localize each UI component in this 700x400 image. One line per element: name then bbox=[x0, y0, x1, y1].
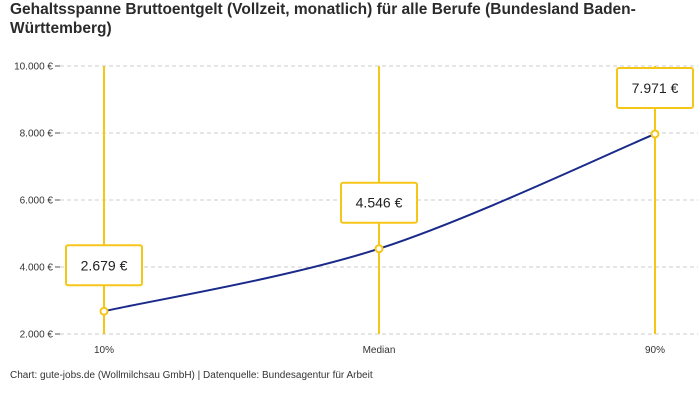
value-label: 7.971 € bbox=[632, 80, 679, 96]
data-point bbox=[99, 306, 109, 316]
x-tick-label: Median bbox=[363, 345, 396, 356]
y-tick-label: 8.000 € bbox=[20, 129, 54, 140]
chart-source-footer: Chart: gute-jobs.de (Wollmilchsau GmbH) … bbox=[10, 370, 373, 381]
y-tick-label: 10.000 € bbox=[14, 62, 53, 73]
value-callout-box bbox=[65, 244, 143, 287]
y-tick-label: 6.000 € bbox=[20, 196, 54, 207]
value-callout-box bbox=[616, 66, 694, 109]
data-point bbox=[374, 244, 384, 254]
data-point bbox=[650, 129, 660, 139]
value-label: 4.546 € bbox=[356, 195, 403, 211]
value-callout-box bbox=[340, 181, 418, 224]
chart-title: Gehaltsspanne Bruttoentgelt (Vollzeit, m… bbox=[10, 1, 636, 37]
x-tick-label: 10% bbox=[94, 345, 114, 356]
value-label: 2.679 € bbox=[81, 257, 128, 273]
y-tick-label: 4.000 € bbox=[20, 263, 54, 274]
x-tick-label: 90% bbox=[645, 345, 665, 356]
y-tick-label: 2.000 € bbox=[20, 330, 54, 341]
